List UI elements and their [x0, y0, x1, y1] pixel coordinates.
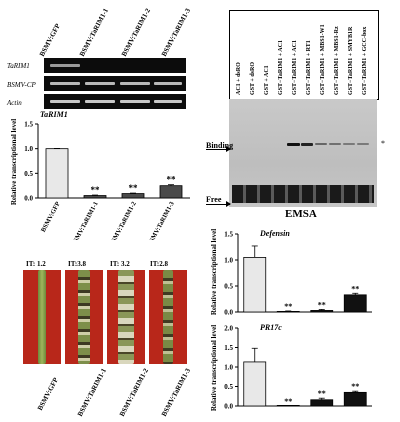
it-label: IT: 3.2	[110, 260, 130, 268]
y-tick-label: 1.5	[224, 344, 233, 352]
bar	[45, 148, 69, 199]
lane-label: BSMV:TaRIM1-3	[160, 367, 193, 418]
y-tick-label: 1.0	[24, 145, 33, 153]
leaf-photo-tarim1-1	[65, 270, 103, 364]
emsa-lane-label: GST−TaRIM1 + AC1	[292, 40, 298, 95]
lane-label: BSMV:GFP	[36, 376, 60, 412]
y-tick-label: 1.0	[224, 364, 233, 372]
arrow-head-icon	[226, 146, 231, 152]
significance-label: **	[129, 183, 139, 193]
emsa-lane-label: GST−TaRIM1 + RT1	[306, 40, 312, 95]
emsa-lane-label: GST−TaRIM1 + MBS1-Rz	[334, 26, 340, 95]
emsa-gel	[229, 99, 377, 207]
bar	[276, 405, 300, 407]
bar	[343, 294, 367, 313]
emsa-lane-label: GST−TaRIM1 + AC1	[278, 40, 284, 95]
emsa-lane-label: GST + AC1	[264, 65, 270, 95]
y-tick-label: 0.5	[224, 383, 233, 391]
chart-pr17c: 0.0 0.5 1.0 1.5 2.0 PR17c Relative transcripti…	[210, 323, 372, 411]
it-label: IT: 1.2	[26, 260, 46, 268]
y-tick-label: 0.0	[224, 403, 233, 411]
bar	[83, 195, 107, 199]
gel-row-label: BSMV-CP	[7, 81, 36, 89]
emsa-title: EMSA	[285, 208, 317, 220]
bar	[310, 399, 334, 407]
chart-defensin: 0.0 0.5 1.0 1.5 Defensin Relative transcripti…	[210, 229, 372, 317]
gel-strip-bsmv-cp	[44, 76, 186, 91]
y-tick-label: 0.5	[24, 170, 33, 178]
significance-label: **	[318, 389, 326, 398]
gel-row-label: TaRIM1	[7, 62, 30, 70]
free-arrow	[206, 204, 230, 205]
significance-label: **	[167, 175, 177, 185]
bar	[276, 311, 300, 313]
y-axis-label: Relative transcriptional level	[210, 325, 218, 411]
chart-tarim1: 0.0 0.5 1.0 1.5 TaRIM1 Relative transcription…	[10, 110, 190, 240]
lane-label: BSMV:TaRIM1-1	[76, 367, 109, 418]
bar	[243, 361, 267, 407]
y-tick-label: 0.0	[24, 195, 33, 203]
y-tick-label: 0.0	[224, 309, 233, 317]
chart-title: TaRIM1	[40, 110, 68, 119]
significance-label: **	[284, 397, 292, 406]
bar	[243, 257, 267, 313]
lane-label: BSMV:TaRIM1-1	[78, 7, 111, 58]
free-label: Free	[206, 195, 222, 204]
significance-label: **	[91, 185, 101, 195]
leaf-photo-tarim1-2	[107, 270, 145, 364]
significance-label: **	[284, 302, 292, 311]
bar	[121, 193, 145, 199]
lane-label: BSMV:TaRIM1-2	[118, 367, 151, 418]
emsa-lane-label: AC1 + dsRO	[236, 62, 242, 95]
binding-label: Binding	[206, 141, 234, 150]
emsa-lane-label: GST−TaRIM1 + GCC-box	[362, 26, 368, 95]
gel-strip-actin	[44, 94, 186, 109]
emsa-lane-label: GST−TaRIM1 + SMYB1R	[348, 26, 354, 95]
emsa-lane-label: GST−TaRIM1 + MBS1-W1	[320, 24, 326, 95]
significance-label: **	[351, 284, 359, 293]
significance-label: **	[318, 300, 326, 309]
chart-title: Defensin	[259, 229, 290, 238]
chart-title: PR17c	[260, 323, 282, 332]
lane-label: BSMV:TaRIM1-3	[160, 7, 193, 58]
y-tick-label: 1.5	[24, 121, 33, 129]
lane-label: BSMV:GFP	[38, 22, 62, 58]
y-tick-label: 1.5	[224, 231, 233, 239]
gel-row-label: Actin	[7, 99, 22, 107]
y-tick-label: 0.5	[224, 283, 233, 291]
leaf-photo-gfp	[23, 270, 61, 364]
bar	[310, 310, 334, 313]
y-axis-label: Relative transcriptional level	[210, 229, 218, 315]
x-tick-label: BSMV:TaRIM1-2	[108, 201, 137, 240]
lane-label: BSMV:TaRIM1-2	[120, 7, 153, 58]
it-label: IT:2.8	[150, 260, 168, 268]
y-tick-label: 2.0	[224, 325, 233, 333]
x-tick-label: BSMV:GFP	[40, 201, 62, 234]
it-label: IT:3.8	[68, 260, 86, 268]
x-tick-label: BSMV:TaRIM1-1	[70, 201, 99, 240]
bar	[159, 185, 183, 199]
emsa-lane-label: GST + dsRO	[250, 62, 256, 95]
arrow-head-icon	[226, 201, 231, 207]
y-tick-label: 1.0	[224, 257, 233, 265]
significance-label: **	[351, 382, 359, 391]
y-axis-label: Relative transcriptional level	[10, 119, 18, 205]
bar	[343, 391, 367, 407]
star-marker: *	[381, 139, 385, 148]
x-tick-label: BSMV:TaRIM1-3	[146, 200, 176, 240]
gel-strip-tarim1	[44, 58, 186, 73]
binding-arrow	[206, 149, 230, 150]
leaf-photo-tarim1-3	[149, 270, 187, 364]
